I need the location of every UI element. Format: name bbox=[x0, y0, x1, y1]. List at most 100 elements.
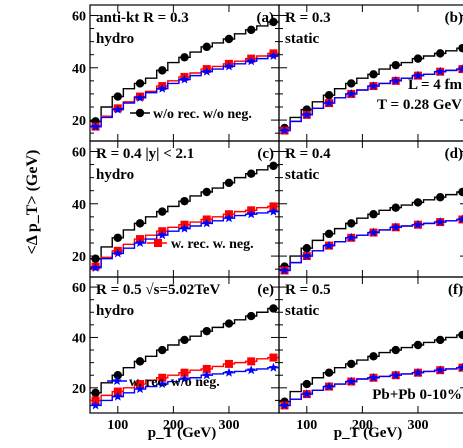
data-point-black bbox=[458, 187, 463, 197]
data-point-black bbox=[458, 330, 463, 340]
data-point-blue bbox=[435, 217, 445, 227]
data-point-blue bbox=[246, 365, 256, 375]
x-tick-label: 200 bbox=[352, 418, 373, 433]
data-point-red bbox=[158, 373, 167, 382]
data-point-blue bbox=[302, 389, 312, 399]
data-point-blue bbox=[413, 70, 423, 80]
x-tick-label: 300 bbox=[407, 418, 428, 433]
data-point-blue bbox=[90, 121, 101, 131]
data-point-red bbox=[247, 357, 256, 366]
panel-title: R = 0.5 bbox=[285, 282, 331, 298]
data-point-blue bbox=[368, 372, 379, 382]
y-tick-label: 20 bbox=[72, 382, 86, 397]
y-tick-label: 60 bbox=[72, 145, 86, 160]
data-point-blue bbox=[224, 213, 234, 223]
data-point-black bbox=[224, 319, 234, 328]
data-point-blue bbox=[457, 214, 463, 224]
data-point-red bbox=[269, 202, 278, 211]
data-point-black bbox=[369, 352, 378, 361]
data-point-blue bbox=[113, 248, 123, 258]
data-point-blue bbox=[201, 66, 212, 76]
data-point-blue bbox=[246, 56, 256, 66]
data-point-black bbox=[391, 60, 400, 70]
data-point-black bbox=[436, 193, 445, 202]
data-point-black bbox=[302, 244, 311, 253]
data-point-blue bbox=[90, 262, 101, 272]
y-tick-label: 20 bbox=[72, 250, 86, 265]
panel-annotation: Pb+Pb 0-10% bbox=[372, 387, 462, 403]
data-point-blue bbox=[390, 222, 401, 232]
x-tick-label: 100 bbox=[107, 418, 128, 433]
data-point-black bbox=[247, 311, 256, 321]
data-point-red bbox=[202, 364, 211, 373]
panel-e: 20 40 60 100 200 300 R = 0.5 √s=5.02TeV hydro (e… bbox=[72, 276, 280, 433]
data-point-blue bbox=[368, 227, 379, 237]
data-point-blue bbox=[302, 251, 312, 261]
panel-medium-label: static bbox=[285, 303, 319, 319]
panel-label: (b) bbox=[445, 10, 463, 26]
data-point-black bbox=[324, 368, 334, 377]
data-point-black bbox=[269, 161, 278, 171]
x-tick-label: 100 bbox=[296, 418, 317, 433]
data-point-blue bbox=[201, 370, 212, 380]
data-point-black bbox=[180, 335, 189, 345]
data-point-blue bbox=[390, 75, 401, 85]
panel-medium-label: static bbox=[285, 31, 319, 47]
panel-title: R = 0.5 √s=5.02TeV bbox=[96, 282, 221, 298]
panel-medium-label: static bbox=[285, 167, 319, 183]
data-point-blue bbox=[201, 218, 212, 228]
data-point-blue bbox=[457, 64, 463, 74]
data-point-black bbox=[458, 43, 463, 53]
data-point-red bbox=[113, 387, 122, 396]
data-point-black bbox=[413, 198, 423, 207]
data-point-blue bbox=[368, 81, 379, 91]
panel-medium-label: hydro bbox=[96, 167, 134, 183]
panel-label: (e) bbox=[257, 282, 274, 298]
data-point-blue bbox=[346, 376, 357, 386]
data-point-red bbox=[136, 380, 145, 389]
data-point-black bbox=[436, 335, 445, 345]
data-point-black bbox=[269, 17, 278, 27]
data-point-black bbox=[113, 233, 122, 242]
data-point-black bbox=[224, 34, 234, 44]
data-point-blue bbox=[224, 367, 234, 377]
data-point-black bbox=[347, 219, 356, 228]
data-point-blue bbox=[435, 365, 445, 375]
data-point-blue bbox=[390, 370, 401, 380]
data-point-black bbox=[391, 345, 400, 355]
data-point-black bbox=[347, 79, 356, 88]
x-tick-label: 300 bbox=[218, 418, 239, 433]
data-point-black bbox=[324, 229, 334, 239]
data-point-blue bbox=[302, 109, 312, 119]
data-point-black bbox=[269, 304, 278, 313]
data-point-blue bbox=[413, 219, 423, 229]
data-point-black bbox=[224, 178, 234, 188]
data-point-blue bbox=[279, 125, 290, 135]
data-point-blue bbox=[324, 98, 334, 108]
data-point-blue bbox=[279, 265, 290, 275]
y-tick-label: 60 bbox=[72, 281, 86, 296]
data-point-black bbox=[113, 92, 122, 101]
data-point-black bbox=[347, 359, 356, 369]
legend-label-black: w/o rec. w/o neg. bbox=[153, 107, 252, 122]
data-point-black bbox=[135, 79, 145, 88]
data-point-red bbox=[269, 353, 278, 362]
data-point-black bbox=[247, 25, 256, 35]
panel-title: R = 0.4 |y| < 2.1 bbox=[96, 146, 194, 162]
data-point-black bbox=[302, 379, 311, 389]
panel-medium-label: hydro bbox=[96, 31, 134, 47]
data-point-black bbox=[369, 70, 378, 79]
panel-annotation: T = 0.28 GeV bbox=[377, 97, 462, 113]
y-tick-label: 40 bbox=[72, 198, 86, 213]
data-point-red bbox=[224, 359, 233, 368]
data-point-blue bbox=[246, 209, 256, 219]
data-point-blue bbox=[113, 104, 123, 114]
y-axis-title: <Δ p_T> (GeV) bbox=[24, 150, 41, 255]
data-point-black bbox=[180, 53, 189, 62]
data-point-blue bbox=[179, 74, 190, 84]
data-point-black bbox=[135, 357, 145, 366]
data-point-blue bbox=[346, 232, 357, 242]
data-point-black bbox=[158, 207, 167, 216]
x-axis-title-left: p_T (GeV) bbox=[148, 425, 216, 441]
